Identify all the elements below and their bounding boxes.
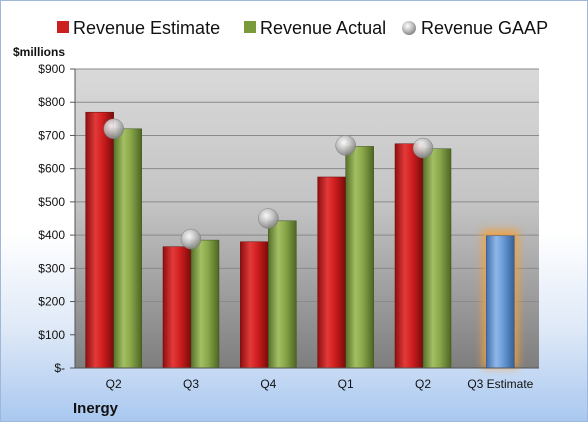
company-name: Inergy [73,400,119,417]
gaap-markers [103,118,434,250]
legend-label-actual: Revenue Actual [260,18,386,38]
bar-revenue-actual [345,146,374,369]
legend-swatch-estimate [57,21,69,33]
marker-revenue-gaap [335,135,356,156]
y-tick-label: $500 [38,195,65,209]
x-axis-ticks: Q2 Q3 Q4 Q1 Q2 Q3 Estimate [75,367,539,391]
y-tick-label: $400 [38,228,65,242]
y-axis-ticks: $- $100 $200 $300 $400 $500 $600 $700 $800 $900 [38,62,76,375]
bar-revenue-estimate [85,111,114,369]
bars [85,111,519,369]
y-tick-label: $100 [38,328,65,342]
y-tick-label: $800 [38,95,65,109]
marker-revenue-gaap [258,208,279,229]
bar-revenue-actual [190,239,220,369]
plot-area [75,69,539,368]
marker-revenue-gaap [412,137,434,159]
y-tick-label: $600 [38,162,65,176]
y-unit-label: $millions [13,45,65,59]
gridlines [75,68,539,369]
bar-revenue-estimate [394,143,424,369]
x-tick-label: Q2 [415,377,431,391]
legend-label-gaap: Revenue GAAP [421,18,548,38]
legend-swatch-gaap [402,21,416,35]
marker-revenue-gaap [103,118,124,140]
bar-revenue-estimate [240,241,269,369]
x-tick-label: Q1 [338,377,354,391]
x-tick-label: Q4 [260,377,276,391]
legend-label-estimate: Revenue Estimate [73,18,220,38]
legend: Revenue Estimate Revenue Actual Revenue … [57,18,548,38]
bar-revenue-actual [113,128,142,369]
y-tick-label: $900 [38,62,65,76]
x-tick-label: Q3 [183,377,199,391]
legend-swatch-actual [244,21,256,33]
y-tick-label: $- [54,361,65,375]
bar-revenue-actual [268,220,297,369]
bar-revenue-actual [422,148,452,369]
y-tick-label: $300 [38,261,65,275]
y-tick-label: $200 [38,295,65,309]
marker-revenue-gaap [180,228,202,250]
bar-revenue-estimate [317,176,346,369]
bar-revenue-estimate [162,246,192,369]
x-tick-label: Q2 [106,377,122,391]
y-tick-label: $700 [38,128,65,142]
x-tick-label: Q3 Estimate [467,377,533,391]
bar-q3-estimate [486,235,515,369]
